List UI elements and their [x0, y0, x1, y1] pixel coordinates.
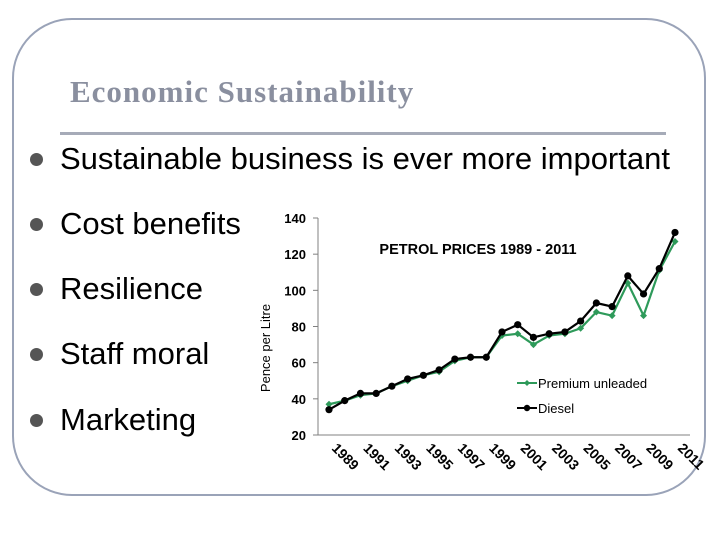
y-axis-label: Pence per Litre	[258, 304, 273, 392]
bullet-item: Staff moral	[30, 336, 209, 372]
series-diesel	[325, 228, 679, 414]
data-point	[325, 406, 333, 414]
data-point	[435, 366, 443, 374]
data-point	[529, 333, 538, 341]
bullet-dot-icon	[30, 152, 43, 166]
x-tick-label: 1999	[486, 440, 519, 473]
data-point	[671, 238, 679, 246]
data-point	[577, 324, 585, 332]
bullet-item: Marketing	[30, 402, 196, 438]
bullet-text: Resilience	[60, 271, 204, 306]
chart-series	[325, 228, 679, 414]
y-tick-label: 40	[292, 392, 306, 407]
x-tick-label: 2007	[612, 440, 645, 473]
data-point	[388, 382, 396, 390]
x-tick-label: 2011	[675, 440, 708, 473]
bullet-item: Cost benefits	[30, 206, 241, 242]
data-point	[640, 312, 648, 320]
bullet-text: Marketing	[60, 402, 197, 437]
x-tick-label: 2001	[518, 440, 551, 473]
slide-frame	[12, 18, 706, 496]
data-point	[356, 389, 365, 398]
data-point	[341, 397, 349, 405]
data-point	[561, 328, 569, 336]
data-point	[608, 303, 616, 311]
bullet-text: Cost benefits	[60, 206, 241, 241]
x-tick-label: 1997	[455, 440, 488, 473]
bullet-item: Resilience	[30, 271, 203, 307]
legend-item: Diesel	[517, 401, 574, 416]
legend-marker	[524, 380, 530, 386]
bullet-text: Staff moral	[60, 336, 210, 371]
data-point	[639, 290, 648, 298]
bullet-dot-icon	[30, 282, 43, 296]
y-tick-label: 140	[284, 211, 306, 226]
legend-item: Premium unleaded	[517, 376, 647, 391]
bullet-dot-icon	[30, 347, 43, 361]
x-tick-label: 2003	[549, 440, 582, 473]
data-point	[419, 371, 427, 379]
data-point	[466, 353, 475, 361]
data-point	[608, 312, 616, 320]
data-point	[482, 353, 490, 361]
x-tick-label: 2009	[643, 440, 676, 473]
data-point	[451, 355, 459, 363]
y-tick-label: 100	[284, 283, 306, 298]
chart-legend: Premium unleaded Diesel	[517, 376, 647, 416]
legend-label: Diesel	[538, 401, 574, 416]
title-divider	[60, 132, 666, 135]
y-tick-label: 20	[292, 428, 306, 443]
x-tick-label: 1991	[360, 440, 393, 473]
data-point	[404, 375, 412, 383]
data-point	[498, 328, 506, 336]
data-point	[655, 265, 663, 273]
y-tick-label: 120	[284, 247, 306, 262]
data-point	[529, 341, 537, 349]
bullet-dot-icon	[30, 217, 43, 231]
x-tick-label: 2005	[581, 440, 614, 473]
data-point	[325, 400, 333, 408]
data-point	[514, 330, 522, 338]
legend-label: Premium unleaded	[538, 376, 647, 391]
data-point	[592, 308, 600, 316]
chart-title: PETROL PRICES 1989 - 2011	[379, 242, 576, 258]
bullet-dot-icon	[30, 413, 43, 427]
y-tick-label: 60	[292, 356, 306, 371]
x-tick-label: 1989	[329, 440, 362, 473]
data-point	[671, 228, 679, 237]
legend-marker	[523, 404, 531, 412]
data-point	[545, 330, 553, 338]
data-point	[592, 299, 600, 307]
data-point	[372, 389, 380, 398]
x-tick-label: 1995	[423, 440, 456, 473]
bullet-item: Sustainable business is ever more import…	[30, 141, 670, 177]
x-tick-label: 1993	[392, 440, 425, 473]
y-tick-label: 80	[292, 320, 306, 335]
slide-title: Economic Sustainability	[70, 74, 415, 109]
data-point	[624, 272, 632, 280]
data-point	[577, 317, 585, 325]
data-point	[514, 321, 522, 329]
bullet-text: Sustainable business is ever more import…	[60, 141, 670, 176]
